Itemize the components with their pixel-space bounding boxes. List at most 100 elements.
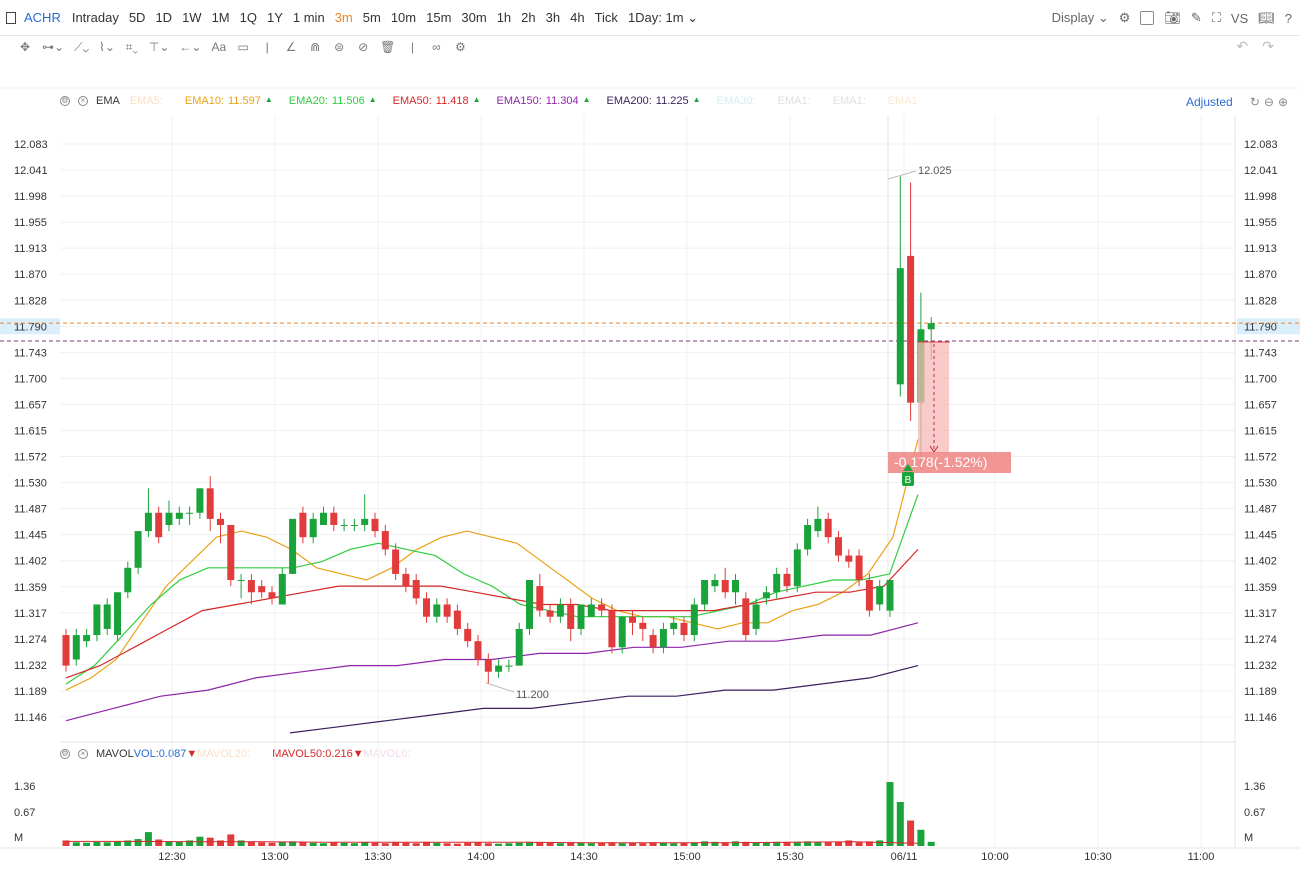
candle-body <box>773 573 781 593</box>
symbol-selector[interactable]: ACHR <box>6 10 61 25</box>
volume-bar <box>659 842 667 846</box>
legend-label[interactable]: EMA1: <box>832 95 866 107</box>
timeframe-tab[interactable]: 1 min <box>292 9 325 25</box>
candle-body <box>515 628 523 666</box>
legend-label[interactable]: EMA10: <box>184 95 224 107</box>
legend-label[interactable]: EMA5: <box>129 95 163 107</box>
timeframe-tab[interactable]: 2h <box>521 9 536 25</box>
display-menu[interactable]: Display ⌄ <box>1051 10 1109 25</box>
legend-label[interactable]: MAVOL20: <box>197 748 251 760</box>
trash-icon[interactable]: 🗑︎ <box>380 40 396 54</box>
timeframe-tab[interactable]: 1Q <box>239 9 257 25</box>
timeframe-tab[interactable]: 1h <box>496 9 512 25</box>
pencil-icon[interactable]: ✎ <box>1190 10 1202 25</box>
compare-vs-button[interactable]: VS <box>1230 10 1249 26</box>
angle-tool-icon[interactable]: ∠ <box>285 40 297 54</box>
timeframe-tab[interactable]: Tick <box>594 9 618 25</box>
timeframe-tab[interactable]: 4h <box>570 9 585 25</box>
timeframe-tab[interactable]: 3m <box>334 9 353 25</box>
timeframe-tab[interactable]: 1D <box>155 9 173 25</box>
undo-redo[interactable]: ↶↷ <box>1236 38 1288 54</box>
volume-close-icon[interactable]: × <box>78 749 88 759</box>
timeframe-tab[interactable]: Intraday <box>71 9 119 25</box>
volume-bar <box>618 843 626 846</box>
arrow-tool-icon[interactable]: ←⌄ <box>179 40 202 54</box>
candle-body <box>175 512 183 519</box>
text-tool[interactable]: Aa <box>211 40 227 54</box>
crosshair-move-icon[interactable]: ✥ <box>19 40 31 54</box>
volume-bar <box>783 842 791 846</box>
settings-gear-icon[interactable]: ⚙ <box>1118 10 1131 25</box>
legend-label[interactable]: EMA1 <box>887 95 918 107</box>
hide-drawings-icon[interactable]: ⊘ <box>358 40 369 54</box>
candle-body <box>289 518 297 574</box>
link-icon[interactable]: ∞ <box>432 40 441 54</box>
legend-label[interactable]: EMA50: <box>392 95 432 107</box>
indicator-name[interactable]: EMA <box>96 95 120 107</box>
volume-bar <box>381 843 389 846</box>
legend-label[interactable]: VOL: <box>133 748 159 760</box>
timeframe-tab[interactable]: 30m <box>461 9 487 25</box>
price-axis-label-left: 11.615 <box>14 426 47 438</box>
timeframe-tab[interactable]: 5D <box>128 9 146 25</box>
volume-bar <box>556 843 564 846</box>
volume-bar <box>83 842 91 846</box>
indicator-settings-icon[interactable]: ⚙ <box>60 96 70 106</box>
fib-tool-icon[interactable]: ⊤⌄ <box>148 40 170 54</box>
candle-body <box>309 518 317 538</box>
price-axis-label-right: 11.743 <box>1244 347 1277 359</box>
candle-body <box>556 604 564 617</box>
legend-label[interactable]: EMA30: <box>716 95 756 107</box>
sidebar-toggle-icon[interactable] <box>6 11 16 24</box>
fullscreen-icon[interactable]: ⛶ <box>1211 10 1221 25</box>
adjusted-toggle[interactable]: Adjusted <box>1186 95 1233 109</box>
timeframe-tab[interactable]: 1W <box>182 9 202 25</box>
legend-label[interactable]: EMA20: <box>288 95 328 107</box>
legend-label[interactable]: MAVOL0: <box>363 748 411 760</box>
comment-icon[interactable]: ▭ <box>237 40 249 54</box>
volume-indicator-name[interactable]: MAVOL <box>96 748 134 760</box>
volume-bar <box>804 841 812 846</box>
help-icon[interactable]: ? <box>1284 10 1292 26</box>
price-axis-label-right: 11.572 <box>1244 452 1277 464</box>
layout-icon[interactable] <box>1140 11 1155 25</box>
timeframe-tab[interactable]: 1Y <box>266 9 283 25</box>
pattern-tool-icon[interactable]: ⌗⌄ <box>125 39 139 54</box>
volume-bar <box>217 840 224 846</box>
legend-value: 11.418 <box>435 95 469 107</box>
legend-label[interactable]: EMA200: <box>606 95 652 107</box>
high-price-label: 12.025 <box>918 165 952 177</box>
volume-settings-icon[interactable]: ⚙ <box>60 749 70 759</box>
line-tool-icon[interactable]: ⊶⌄ <box>42 40 65 54</box>
price-axis-label-right: 12.041 <box>1244 165 1278 177</box>
candle-body <box>237 580 245 582</box>
candle-body <box>186 512 194 514</box>
buy-marker-arrow-icon <box>903 464 913 471</box>
timeframe-tab[interactable]: 15m <box>426 9 452 25</box>
indicator-close-icon[interactable]: × <box>78 96 88 106</box>
timeframe-tab[interactable]: 5m <box>362 9 381 25</box>
candle-body <box>381 531 389 550</box>
ema-line-ema150 <box>65 622 919 722</box>
symbol-label[interactable]: ACHR <box>24 10 61 25</box>
volume-bar <box>587 843 595 846</box>
drawing-settings-icon[interactable]: ⚙ <box>454 40 466 54</box>
book-icon[interactable]: 📖︎ <box>1258 10 1275 25</box>
trend-line-icon[interactable]: ⟋⌄ <box>74 39 89 54</box>
candle-body <box>433 604 441 617</box>
timeframe-tab[interactable]: 3h <box>545 9 561 25</box>
timeframe-tab[interactable]: 10m <box>390 9 417 25</box>
legend-label[interactable]: EMA150: <box>496 95 542 107</box>
timeframe-tab[interactable]: 1M <box>211 9 230 25</box>
timeframe-tab[interactable]: 1Day: 1m ⌄ <box>627 9 699 25</box>
legend-controls[interactable]: ↻⊖⊕ <box>1249 95 1292 109</box>
legend-label[interactable]: EMA1: <box>777 95 811 107</box>
legend-label[interactable]: MAVOL50: <box>272 748 326 760</box>
candle-body <box>927 323 935 330</box>
camera-icon[interactable]: 📷︎ <box>1164 10 1181 25</box>
wave-tool-icon[interactable]: ⌇⌄ <box>98 40 115 54</box>
eye-icon[interactable]: ⊜ <box>334 40 345 54</box>
magnet-icon[interactable]: ⋒ <box>310 40 321 54</box>
volume-bar <box>433 842 441 846</box>
